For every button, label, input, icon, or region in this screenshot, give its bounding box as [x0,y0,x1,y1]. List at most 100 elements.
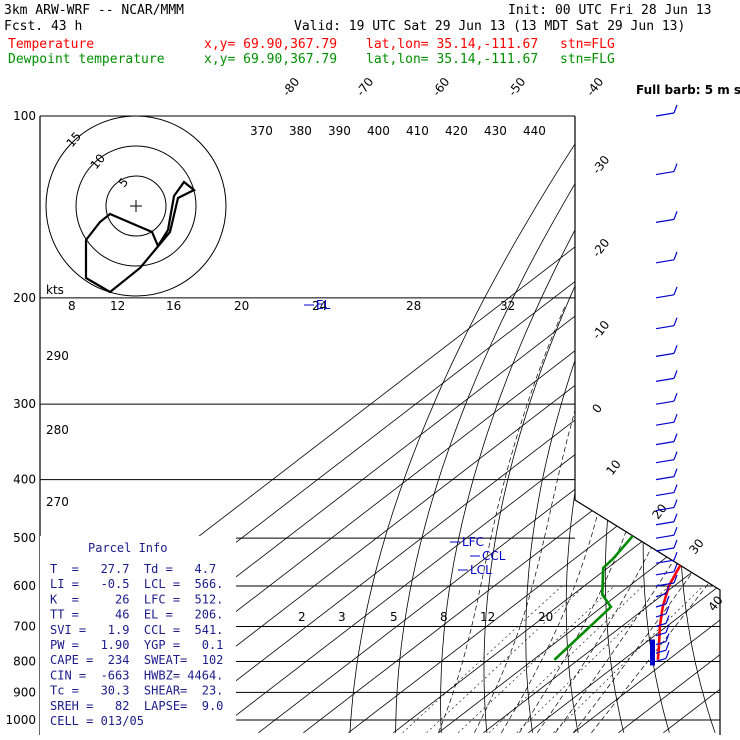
parcel-info-row: K = 26 LFC = 512. [50,592,223,606]
dry-adiabat [604,116,720,733]
wind-barb [655,603,667,608]
wind-barb [655,559,675,564]
mixing-ratio-label: 5 [390,610,398,624]
mixing-ratio-label: 12 [110,299,125,313]
theta-label: 370 [250,124,273,138]
isotherm-label: 10 [603,457,623,478]
moist-adiabat [474,304,611,733]
wind-barb [655,506,675,512]
wind-barb-flag [673,104,678,114]
isotherm-line [303,116,720,734]
wind-barb [655,534,675,539]
parcel-info-row: T = 27.7 Td = 4.7 [50,562,216,576]
pressure-tick-label: 500 [13,531,36,545]
dry-adiabat-label: 290 [46,349,69,363]
init-time: Init: 00 UTC Fri 28 Jun 13 [508,3,712,18]
wind-barb [655,491,675,497]
wind-barb [655,259,675,264]
wind-barb-flag [665,585,670,594]
temperature-trace [656,116,720,660]
wind-barb [655,112,675,117]
isotherm-line [483,116,720,734]
wind-barb-flag [673,451,678,460]
wind-barb [655,632,667,637]
parcel-info-panel: Parcel Info T = 27.7 Td = 4.7LI = -0.5 L… [40,536,236,736]
wind-barb-flag [673,539,678,549]
hodograph-ring [105,175,167,237]
wind-unit-label: Full barb: 5 m s⁻¹ [636,83,740,97]
hodograph-ring [75,145,197,267]
wind-barb [655,521,675,526]
isotherm-label: -30 [589,153,612,177]
wind-barb-flag [673,413,678,423]
dry-adiabat [715,116,720,733]
wind-barb [655,352,675,357]
isotherm-line [573,116,720,734]
wind-barb [655,622,667,628]
wind-barb-flag [673,563,678,573]
parcel-info-row: CAPE = 234 SWEAT= 102 [50,653,223,667]
isotherm-line [168,116,720,734]
wind-barb [655,593,667,598]
wind-barb [655,476,675,481]
legend-dewpoint-latlon: lat,lon= 35.14,-111.67 [366,52,538,67]
isotherm-line [123,116,720,734]
parcel-info-row: SVI = 1.9 CCL = 541. [50,623,223,637]
isotherm-label: -60 [429,75,452,99]
wind-barb-cluster [650,639,655,666]
dry-adiabat [679,116,720,733]
isotherm-label: -50 [505,75,528,99]
forecast-hour: Fcst. 43 h [4,19,82,34]
theta-label: 420 [445,124,468,138]
legend-temperature-label: Temperature [8,37,94,52]
legend-temperature-latlon: lat,lon= 35.14,-111.67 [366,37,538,52]
isotherm-label: -40 [583,75,606,99]
wind-barb [655,400,675,405]
wind-barb-flag [673,392,678,402]
wind-barb-flag [665,633,670,642]
parcel-marker-label: LFC [462,535,484,549]
moist-adiabat [573,304,720,733]
pressure-tick-label: 400 [13,473,36,487]
mixing-ratio-label: 20 [538,610,553,624]
legend: Temperature x,y= 69.90,367.79 lat,lon= 3… [8,37,615,67]
mixing-ratio-label: 8 [68,299,76,313]
wind-barb-flag [673,499,678,508]
dewpoint-trace [553,116,720,661]
isotherm-label: -20 [589,236,612,260]
pressure-tick-label: 100 [13,109,36,123]
isotherm-line [618,116,720,734]
legend-temperature-stn: stn=FLG [560,37,615,52]
isotherm-label: -70 [353,75,376,99]
pressure-tick-label: 900 [13,685,36,699]
pressure-tick-label: 700 [13,619,36,633]
theta-label: 390 [328,124,351,138]
mixing-ratio-label: 32 [500,299,515,313]
wind-barb [655,294,675,299]
mixing-ratio-line [488,585,644,734]
moist-adiabat [501,304,655,733]
wind-barb-flag [673,526,678,536]
parcel-marker-label: CCL [482,549,506,563]
wind-barb-flag [673,574,678,584]
wind-barb [655,640,667,646]
legend-temperature-xy: x,y= 69.90,367.79 [204,37,337,52]
wind-barb-flag [665,624,670,633]
theta-label: 430 [484,124,507,138]
wind-barb [655,613,667,618]
parcel-info-row: Tc = 30.3 SHEAR= 23. [50,684,223,698]
mixing-ratio-label: 8 [440,610,448,624]
wind-barb [655,218,675,223]
isotherm-line [348,116,720,734]
legend-dewpoint-stn: stn=FLG [560,52,615,67]
parcel-marker-label: LCL [470,563,492,577]
mixing-ratio-label: 20 [234,299,249,313]
isotherm-label: 40 [705,593,725,614]
mixing-ratio-line [402,585,563,734]
wind-barb-flag [673,433,678,442]
wind-barb-flag [673,251,678,261]
wind-barb [655,441,675,446]
dry-adiabat [565,116,711,733]
